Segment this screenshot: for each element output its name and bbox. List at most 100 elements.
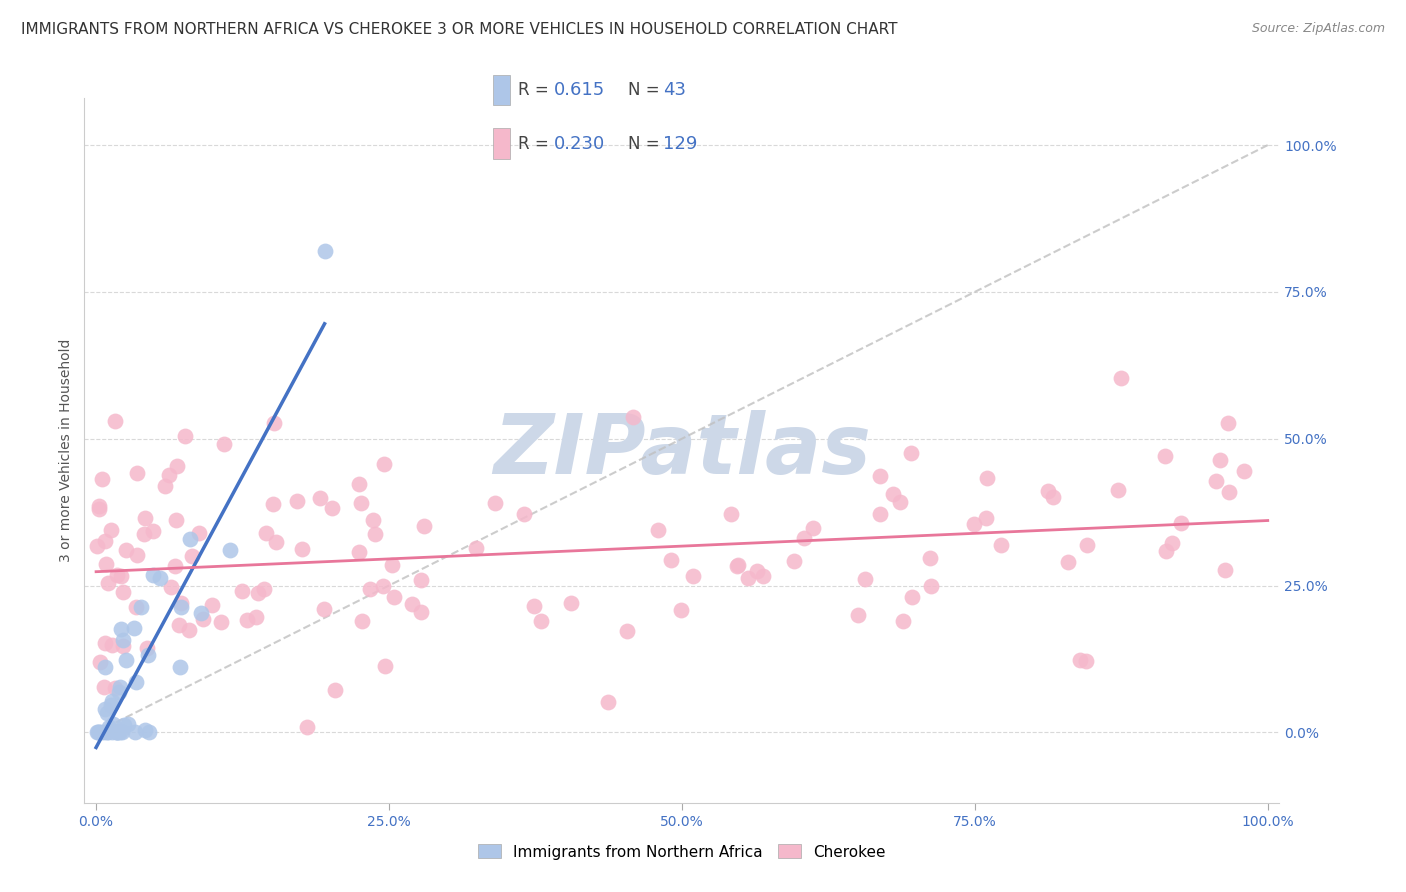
Point <box>1233 464 1256 478</box>
Point <box>484 496 506 510</box>
Point <box>920 551 942 566</box>
Point <box>1076 538 1098 552</box>
Point <box>1208 453 1230 467</box>
Point <box>91 472 114 486</box>
Point <box>89 500 111 514</box>
Point <box>231 583 253 598</box>
Point <box>124 725 146 739</box>
Point <box>308 491 330 505</box>
Point <box>900 446 922 460</box>
Point <box>990 538 1012 552</box>
Point <box>312 601 335 615</box>
Point <box>134 526 156 541</box>
Point <box>350 614 373 628</box>
Point <box>1038 484 1060 499</box>
Text: 43: 43 <box>664 81 686 99</box>
Point <box>112 639 135 653</box>
Point <box>347 544 370 558</box>
Point <box>94 660 117 674</box>
Point <box>1069 653 1091 667</box>
Point <box>246 586 269 600</box>
Point <box>371 578 394 592</box>
Point <box>616 624 638 638</box>
Point <box>793 532 815 546</box>
Point <box>253 582 276 597</box>
Point <box>101 694 124 708</box>
Point <box>136 648 159 662</box>
Point <box>263 416 285 430</box>
Point <box>101 717 124 731</box>
Point <box>264 535 287 549</box>
Bar <box>494 75 510 105</box>
Point <box>1218 485 1240 500</box>
Point <box>104 414 127 428</box>
Point <box>1161 535 1184 549</box>
Point <box>117 716 139 731</box>
Point <box>100 638 122 652</box>
Point <box>737 571 759 585</box>
Point <box>165 558 187 573</box>
Point <box>127 548 149 562</box>
Point <box>373 457 395 471</box>
Point <box>98 719 121 733</box>
Point <box>108 725 131 739</box>
Point <box>1218 417 1240 431</box>
Point <box>882 487 904 501</box>
Point <box>1213 563 1236 577</box>
Point <box>115 653 138 667</box>
Point <box>1205 475 1227 489</box>
Point <box>976 471 998 485</box>
Point <box>105 567 128 582</box>
Point <box>963 517 986 532</box>
Text: 129: 129 <box>664 135 697 153</box>
Point <box>112 585 135 599</box>
Point <box>209 615 232 629</box>
Point <box>93 680 115 694</box>
Point <box>136 640 159 655</box>
Text: ZIPatlas: ZIPatlas <box>494 410 870 491</box>
Point <box>236 613 259 627</box>
Point <box>262 497 284 511</box>
Point <box>112 717 135 731</box>
Point <box>621 409 644 424</box>
Point <box>96 725 118 739</box>
Point <box>751 569 773 583</box>
Point <box>659 552 682 566</box>
Point <box>720 507 742 521</box>
Point <box>125 599 148 614</box>
Point <box>285 493 308 508</box>
Point <box>169 660 191 674</box>
Point <box>1154 450 1177 464</box>
Point <box>93 702 115 716</box>
Point <box>349 476 371 491</box>
Point <box>512 507 534 521</box>
Point <box>465 541 488 555</box>
Point <box>93 725 115 739</box>
Point <box>142 567 165 582</box>
Point <box>245 609 267 624</box>
Point <box>142 524 165 539</box>
Point <box>134 511 156 525</box>
Point <box>1170 516 1192 531</box>
Point <box>86 725 108 739</box>
Point <box>101 725 124 739</box>
Point <box>166 458 188 473</box>
Point <box>110 680 132 694</box>
Point <box>129 599 152 614</box>
Point <box>169 599 191 614</box>
Point <box>598 695 620 709</box>
Point <box>853 572 876 586</box>
Point <box>412 518 434 533</box>
Point <box>846 607 869 622</box>
Point <box>89 656 111 670</box>
Point <box>1042 490 1064 504</box>
Point <box>125 674 148 689</box>
Point <box>869 507 891 521</box>
Point <box>173 429 195 443</box>
Point <box>110 568 132 582</box>
Point <box>745 564 768 578</box>
Point <box>254 526 277 541</box>
Point <box>165 513 187 527</box>
Point <box>134 723 156 738</box>
Point <box>87 725 110 739</box>
